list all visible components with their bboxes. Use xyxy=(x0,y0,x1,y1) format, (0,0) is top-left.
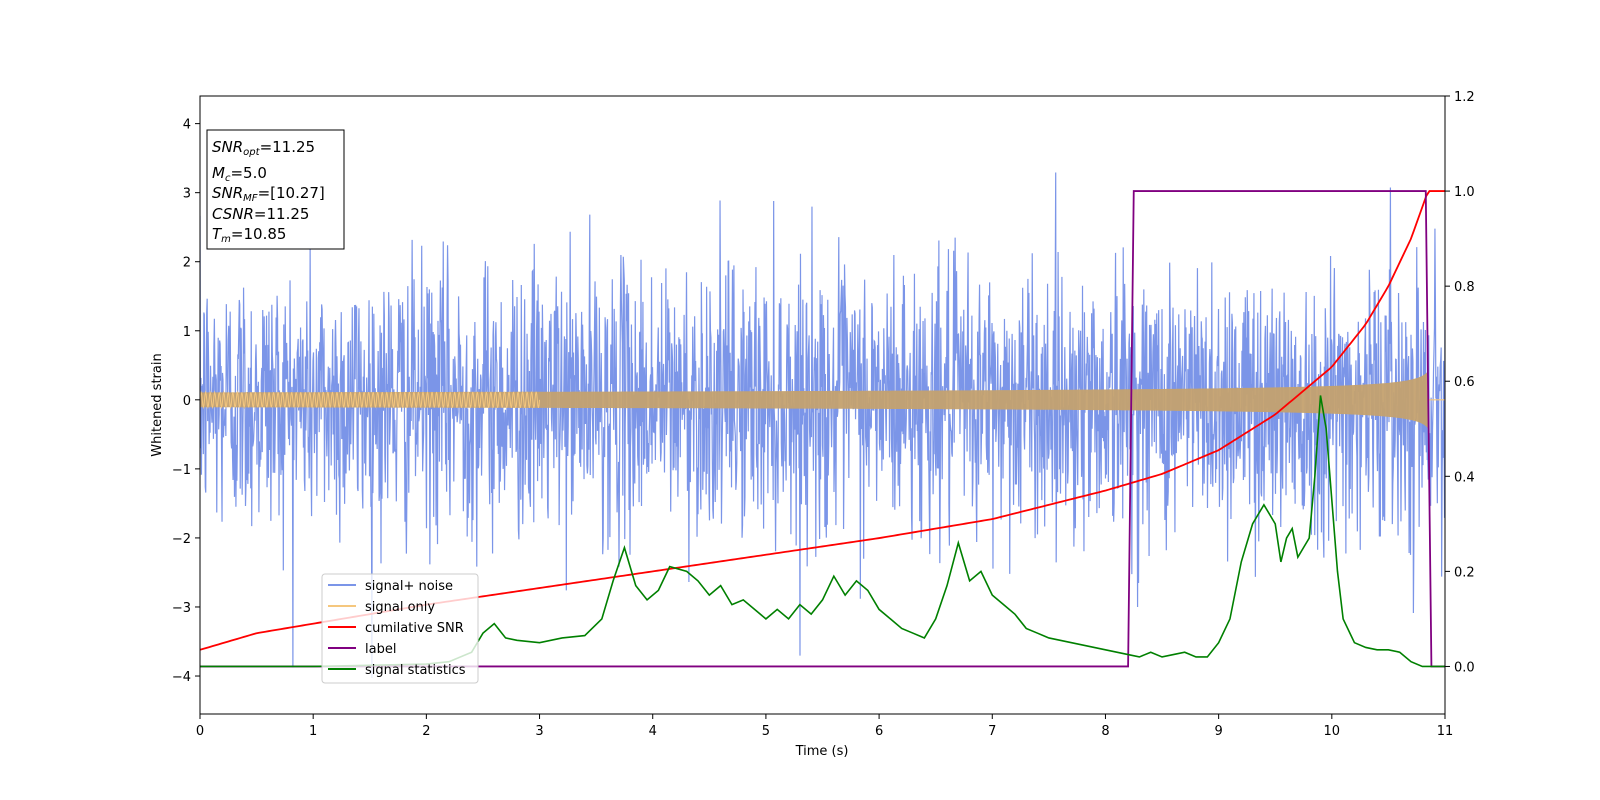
y-tick-label: 0 xyxy=(183,394,191,409)
x-tick-label: 6 xyxy=(875,724,883,739)
x-tick-label: 1 xyxy=(309,724,317,739)
y-tick-label: −4 xyxy=(172,670,191,685)
legend-item-cumulative-snr: cumilative SNR xyxy=(328,621,464,636)
x-tick-label: 4 xyxy=(649,724,657,739)
y2-tick-label: 0.6 xyxy=(1454,375,1475,390)
x-tick-label: 5 xyxy=(762,724,770,739)
x-tick-label: 3 xyxy=(535,724,543,739)
signal-noise-series xyxy=(200,172,1445,678)
legend-frame xyxy=(321,573,479,684)
legend-label-label: label xyxy=(365,642,396,657)
axes-frame xyxy=(199,95,1446,715)
y-tick-label: 1 xyxy=(183,325,191,340)
info-csnr: CSNR=11.25 xyxy=(212,205,309,223)
y2-tick-label: 0.2 xyxy=(1454,565,1475,580)
signal-noise-trace xyxy=(200,172,1445,678)
x-tick-label: 11 xyxy=(1437,724,1454,739)
y-axis-label: Whitened strain xyxy=(150,353,165,456)
y2-tick-label: 1.0 xyxy=(1454,185,1475,200)
x-axis-label: Time (s) xyxy=(795,744,849,759)
y-axis-left: −4 −3 −2 −1 0 1 2 3 4 xyxy=(172,118,200,685)
y-tick-label: 2 xyxy=(183,256,191,271)
legend-label-cumulative-snr: cumilative SNR xyxy=(365,621,464,636)
x-tick-label: 7 xyxy=(988,724,996,739)
x-tick-label: 10 xyxy=(1324,724,1341,739)
legend: signal+ noise signal only cumilative SNR… xyxy=(321,573,479,684)
signal-statistics-line xyxy=(200,395,1445,668)
y2-tick-label: 0.0 xyxy=(1454,660,1475,675)
y-tick-label: −3 xyxy=(172,601,191,616)
signal-only-envelope xyxy=(200,371,1429,429)
legend-item-signal-statistics: signal statistics xyxy=(328,663,466,678)
x-tick-label: 9 xyxy=(1214,724,1222,739)
x-axis: 0 1 2 3 4 5 6 7 8 9 10 11 xyxy=(196,714,1453,739)
legend-item-signal-only: signal only xyxy=(328,600,435,615)
y-tick-label: 3 xyxy=(183,187,191,202)
x-tick-label: 8 xyxy=(1101,724,1109,739)
info-mc: Mc=5.0 xyxy=(212,164,267,184)
y2-tick-label: 1.2 xyxy=(1454,90,1475,105)
signal-only-trace xyxy=(200,390,541,410)
y-tick-label: 4 xyxy=(183,118,191,133)
legend-label-signal-statistics: signal statistics xyxy=(365,663,466,678)
y2-tick-label: 0.8 xyxy=(1454,280,1475,295)
legend-label-signal-noise: signal+ noise xyxy=(365,579,453,594)
y2-tick-label: 0.4 xyxy=(1454,470,1475,485)
legend-item-signal-noise: signal+ noise xyxy=(328,579,453,594)
y-tick-label: −1 xyxy=(172,463,191,478)
info-snr-mf: SNRMF=[10.27] xyxy=(212,184,325,204)
x-tick-label: 0 xyxy=(196,724,204,739)
signal-only-series xyxy=(200,371,1445,429)
info-snr-opt: SNRopt=11.25 xyxy=(212,138,315,158)
y-axis-right: 0.0 0.2 0.4 0.6 0.8 1.0 1.2 xyxy=(1445,90,1475,675)
y-tick-label: −2 xyxy=(172,532,191,547)
info-box: SNRopt=11.25 Mc=5.0 SNRMF=[10.27] CSNR=1… xyxy=(206,129,345,250)
legend-item-label: label xyxy=(328,642,396,657)
legend-label-signal-only: signal only xyxy=(365,600,435,615)
info-box-frame xyxy=(206,129,345,250)
x-tick-label: 2 xyxy=(422,724,430,739)
info-tm: Tm=10.85 xyxy=(212,225,286,245)
